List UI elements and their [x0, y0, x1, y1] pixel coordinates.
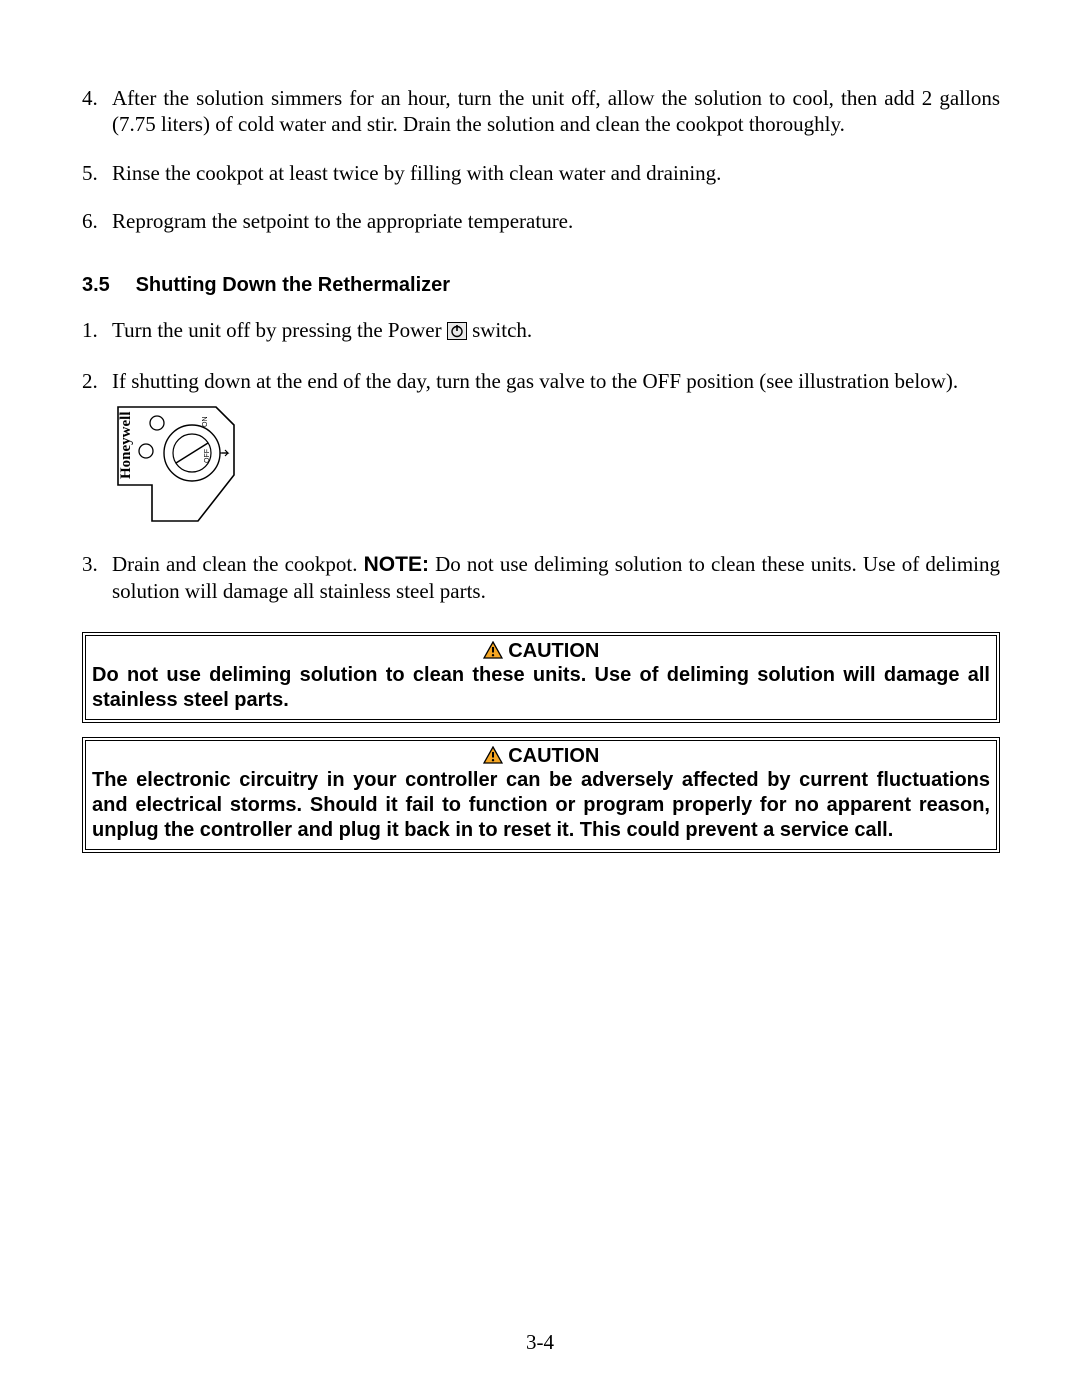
caution-box: CAUTION Do not use deliming solution to … — [82, 632, 1000, 723]
page-number: 3-4 — [0, 1330, 1080, 1355]
text-fragment: Drain and clean the cookpot. — [112, 552, 364, 576]
caution-box: CAUTION The electronic circuitry in your… — [82, 737, 1000, 853]
text-fragment: Turn the unit off by pressing the Power — [112, 318, 447, 342]
brand-label: Honeywell — [118, 411, 134, 479]
power-icon — [447, 320, 467, 346]
list-text: Rinse the cookpot at least twice by fill… — [112, 160, 1000, 186]
list-number: 2. — [82, 368, 112, 394]
list-number: 5. — [82, 160, 112, 186]
list-text: If shutting down at the end of the day, … — [112, 368, 1000, 394]
list-text: Drain and clean the cookpot. NOTE: Do no… — [112, 551, 1000, 605]
section-number: 3.5 — [82, 274, 130, 297]
list-text: Reprogram the setpoint to the appropriat… — [112, 208, 1000, 234]
top-ordered-list: 4. After the solution simmers for an hou… — [82, 85, 1000, 234]
off-label: OFF — [204, 449, 211, 463]
caution-body: The electronic circuitry in your control… — [92, 768, 990, 843]
text-fragment: switch. — [467, 318, 532, 342]
list-item: 5. Rinse the cookpot at least twice by f… — [82, 160, 1000, 186]
list-item: 1. Turn the unit off by pressing the Pow… — [82, 317, 1000, 346]
caution-body: Do not use deliming solution to clean th… — [92, 663, 990, 713]
caution-title: CAUTION — [92, 745, 990, 768]
list-item: 6. Reprogram the setpoint to the appropr… — [82, 208, 1000, 234]
gas-valve-illustration: Honeywell ON OFF — [112, 403, 1000, 529]
list-number: 4. — [82, 85, 112, 138]
on-label: ON — [202, 416, 209, 427]
list-number: 6. — [82, 208, 112, 234]
list-item: 4. After the solution simmers for an hou… — [82, 85, 1000, 138]
document-page: 4. After the solution simmers for an hou… — [0, 0, 1080, 1397]
list-number: 3. — [82, 551, 112, 605]
note-label: NOTE: — [364, 553, 429, 576]
warning-icon — [483, 640, 503, 662]
section-heading: 3.5 Shutting Down the Rethermalizer — [82, 274, 1000, 297]
list-text: Turn the unit off by pressing the Power … — [112, 317, 1000, 346]
list-item: 2. If shutting down at the end of the da… — [82, 368, 1000, 529]
shutdown-ordered-list: 1. Turn the unit off by pressing the Pow… — [82, 317, 1000, 604]
list-item: 3. Drain and clean the cookpot. NOTE: Do… — [82, 551, 1000, 605]
section-title: Shutting Down the Rethermalizer — [136, 274, 450, 296]
list-number: 1. — [82, 317, 112, 346]
caution-title: CAUTION — [92, 640, 990, 663]
caution-title-text: CAUTION — [508, 745, 599, 767]
caution-title-text: CAUTION — [508, 640, 599, 662]
warning-icon — [483, 745, 503, 767]
list-text: After the solution simmers for an hour, … — [112, 85, 1000, 138]
